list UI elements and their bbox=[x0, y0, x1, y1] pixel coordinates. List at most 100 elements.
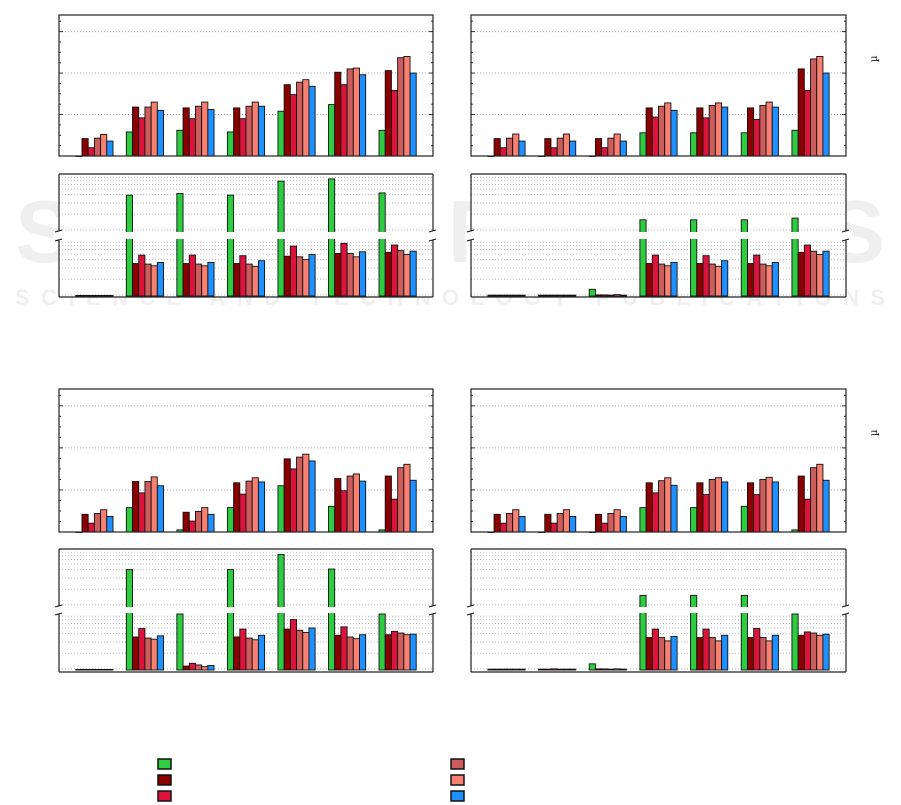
bar-bottom-series4-group4 bbox=[658, 263, 666, 297]
bar-top-series2-group4 bbox=[645, 107, 653, 157]
bar-top-series6-group4 bbox=[257, 105, 266, 157]
bar-bottom-series3-group6 bbox=[340, 242, 348, 297]
bar-top-series1-group4 bbox=[639, 507, 647, 533]
bar-top-series3-group3 bbox=[601, 147, 609, 157]
bar-top-series2-group5 bbox=[283, 84, 291, 157]
bar-top-series5-group7 bbox=[403, 56, 411, 157]
bar-bottom-series2-group6 bbox=[747, 637, 755, 671]
axis-break-mark bbox=[54, 604, 63, 608]
bar-bottom-series3-group1 bbox=[87, 668, 95, 671]
bar-bottom-series2-group4 bbox=[645, 637, 653, 671]
bar-top-series4-group7 bbox=[397, 467, 405, 533]
bar-top-series2-group3 bbox=[594, 513, 603, 533]
bar-top-series3-group3 bbox=[188, 520, 196, 533]
bar-bottom-series2-group6 bbox=[334, 634, 342, 671]
bar-bottom-series2-group7 bbox=[384, 634, 392, 671]
bar-bottom-series2-group5 bbox=[696, 637, 704, 671]
bar-top-series1-group6 bbox=[740, 132, 748, 157]
bar-top-series1-group5 bbox=[277, 110, 285, 157]
bar-bottom-series3-group6 bbox=[753, 254, 761, 297]
bar-bottom-series4-group5 bbox=[708, 637, 716, 671]
bar-bottom-series5-group2 bbox=[150, 265, 158, 297]
legend bbox=[157, 758, 465, 802]
axis-break-mark bbox=[466, 604, 475, 608]
bar-bottom-series6-group2 bbox=[569, 294, 577, 297]
bar-bottom-series3-group4 bbox=[651, 254, 659, 297]
chart-panel-bottom-right bbox=[465, 388, 852, 673]
bar-top-series3-group6 bbox=[753, 119, 761, 157]
bar-bottom-series3-group3 bbox=[601, 668, 609, 671]
bar-bottom-series4-group3 bbox=[607, 294, 615, 297]
bar-bottom-series1-group2 bbox=[538, 668, 546, 671]
chart-panel-top-right bbox=[465, 14, 852, 298]
bar-bottom-series3-group5 bbox=[289, 619, 297, 671]
bar-bottom-series3-group7 bbox=[390, 244, 399, 297]
axis-break-mark bbox=[466, 238, 475, 242]
bar-top-series2-group4 bbox=[233, 107, 241, 157]
bar-bottom-series4-group3 bbox=[195, 263, 203, 297]
bar-top-series2-group5 bbox=[696, 482, 704, 533]
bar-bottom-series2-group1 bbox=[493, 668, 501, 671]
bar-bottom-series1-group4 bbox=[226, 569, 235, 671]
bar-top-series6-group7 bbox=[409, 479, 417, 533]
axis-break-gap bbox=[465, 232, 852, 239]
bar-top-series3-group1 bbox=[87, 522, 95, 533]
bar-top-series3-group5 bbox=[289, 94, 297, 157]
bar-bottom-series2-group4 bbox=[233, 636, 241, 671]
bar-bottom-series3-group2 bbox=[138, 628, 146, 671]
bar-top-series3-group6 bbox=[753, 494, 761, 533]
bar-top-series3-group7 bbox=[390, 498, 399, 533]
bar-top-series5-group4 bbox=[664, 102, 672, 157]
bar-bottom-series4-group2 bbox=[144, 637, 152, 671]
bar-bottom-series6-group3 bbox=[619, 294, 627, 297]
bar-bottom-series1-group1 bbox=[487, 294, 495, 297]
bar-top-series4-group5 bbox=[296, 81, 304, 157]
axis-break-mark bbox=[54, 229, 63, 233]
bar-top-series1-group5 bbox=[277, 485, 285, 533]
bar-top-series4-group2 bbox=[144, 481, 152, 533]
bar-bottom-series1-group6 bbox=[740, 594, 748, 671]
bar-top-series6-group3 bbox=[207, 109, 215, 157]
axis-break-mark bbox=[841, 604, 850, 608]
bar-top-series6-group7 bbox=[822, 479, 830, 533]
bar-bottom-series5-group4 bbox=[664, 640, 672, 671]
axis-break-mark bbox=[428, 604, 437, 608]
bar-bottom-series1-group1 bbox=[75, 668, 83, 671]
bar-top-series2-group1 bbox=[81, 138, 89, 157]
bar-bottom-series2-group3 bbox=[182, 665, 190, 671]
bar-top-series3-group2 bbox=[138, 117, 146, 157]
bar-bottom-series1-group3 bbox=[176, 613, 184, 671]
bar-top-series1-group5 bbox=[690, 507, 698, 533]
bar-bottom-series5-group5 bbox=[714, 265, 723, 297]
bar-top-series2-group7 bbox=[797, 68, 805, 157]
bar-bottom-series6-group3 bbox=[207, 665, 215, 671]
bar-top-series5-group5 bbox=[302, 453, 310, 533]
bar-top-series6-group2 bbox=[569, 140, 577, 157]
bar-top-series5-group4 bbox=[251, 477, 259, 533]
bar-top-series6-group5 bbox=[721, 481, 729, 533]
bar-bottom-series2-group3 bbox=[182, 263, 190, 297]
bar-bottom-series5-group1 bbox=[100, 294, 108, 297]
bar-top-series2-group3 bbox=[594, 138, 603, 157]
unit-label-top: µ bbox=[869, 55, 880, 62]
bar-bottom-series4-group1 bbox=[506, 668, 514, 671]
bar-bottom-series3-group4 bbox=[651, 628, 659, 671]
bar-bottom-series1-group7 bbox=[378, 192, 386, 297]
bar-top-series4-group2 bbox=[556, 137, 564, 157]
bar-bottom-series2-group1 bbox=[81, 668, 89, 671]
bar-top-series3-group4 bbox=[239, 118, 247, 157]
bar-bottom-series6-group4 bbox=[670, 261, 678, 297]
bar-top-series4-group3 bbox=[607, 513, 615, 533]
bar-top-series4-group7 bbox=[397, 57, 405, 157]
bar-top-series6-group1 bbox=[518, 515, 526, 533]
bar-top-series6-group4 bbox=[257, 481, 266, 533]
bar-top-series5-group6 bbox=[352, 67, 360, 157]
bar-top-series4-group7 bbox=[810, 58, 818, 157]
bar-bottom-series3-group7 bbox=[803, 244, 811, 297]
bar-top-series5-group4 bbox=[664, 477, 672, 533]
legend-swatch-1 bbox=[157, 758, 172, 770]
bar-top-series4-group3 bbox=[195, 105, 203, 157]
bar-top-series1-group7 bbox=[791, 129, 799, 157]
bar-bottom-series5-group2 bbox=[150, 638, 158, 671]
bar-top-series4-group2 bbox=[556, 513, 564, 533]
